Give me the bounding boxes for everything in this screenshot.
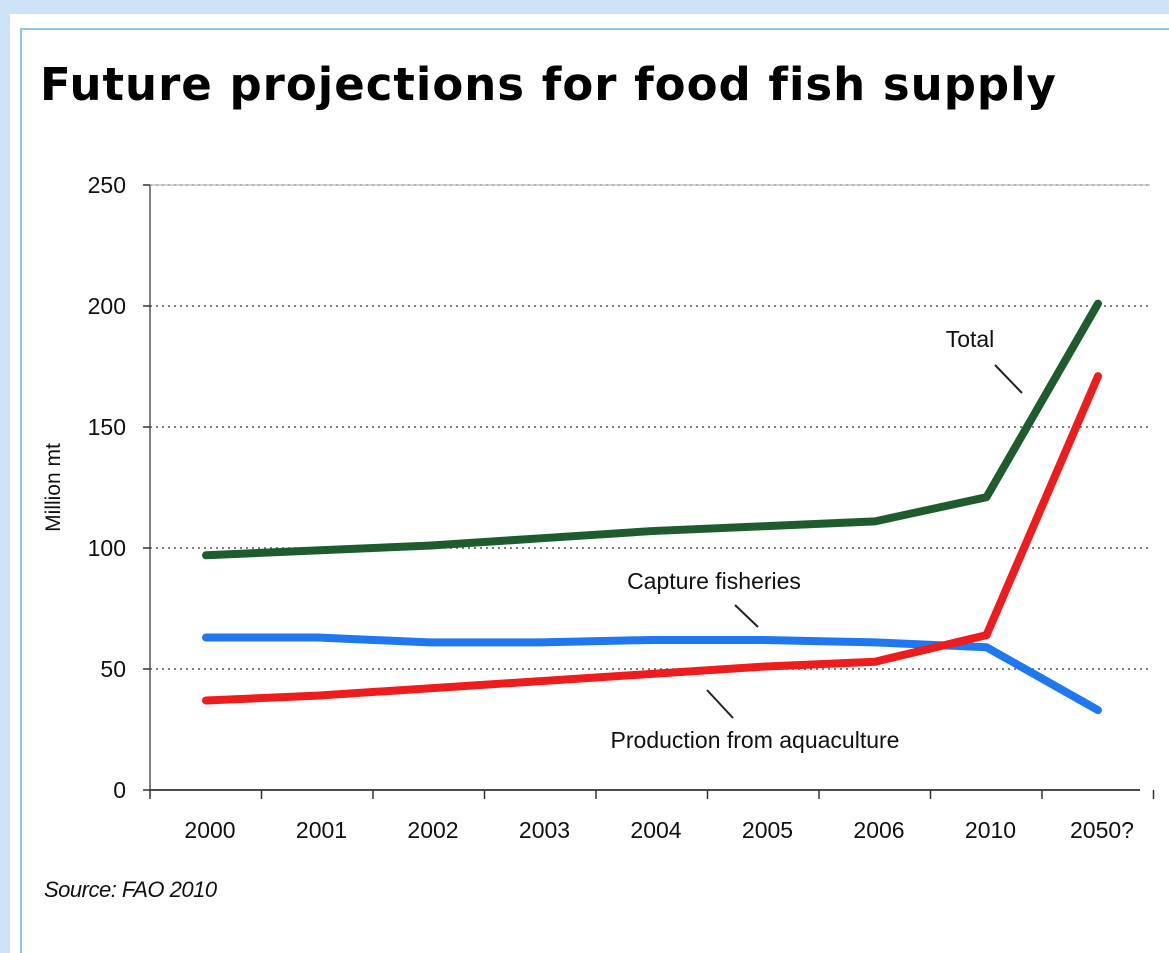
x-axis-ticks: 2000 2001 2002 2003 2004 2005 2006 2010 2050? bbox=[149, 790, 1155, 843]
x-tick-label: 2001 bbox=[296, 817, 347, 843]
y-tick-label: 200 bbox=[88, 293, 126, 319]
axes bbox=[149, 184, 1150, 791]
chart-title: Future projections for food fish supply bbox=[40, 58, 1057, 111]
x-tick-label: 2003 bbox=[519, 817, 570, 843]
y-tick-label: 100 bbox=[88, 535, 126, 561]
series-lines bbox=[202, 299, 1102, 715]
x-tick-label: 2000 bbox=[184, 817, 235, 843]
chart-frame-border bbox=[20, 28, 1169, 953]
x-tick-label: 2006 bbox=[853, 817, 904, 843]
source-note: Source: FAO 2010 bbox=[44, 877, 217, 902]
x-tick-label: 2004 bbox=[630, 817, 681, 843]
y-tick-label: 50 bbox=[100, 656, 126, 682]
x-tick-label: 2002 bbox=[407, 817, 458, 843]
series-line-production-from-aquaculture bbox=[202, 372, 1102, 705]
x-tick-label: 2005 bbox=[742, 817, 793, 843]
y-axis-ticks: 0 50 100 150 200 250 bbox=[88, 172, 150, 803]
x-tick-label: 2010 bbox=[965, 817, 1016, 843]
y-tick-label: 250 bbox=[88, 172, 126, 198]
series-line-total bbox=[202, 299, 1102, 560]
y-tick-label: 0 bbox=[113, 777, 126, 803]
leader-line bbox=[994, 364, 1023, 394]
series-label: Production from aquaculture bbox=[611, 727, 900, 753]
series-label: Capture fisheries bbox=[627, 568, 801, 594]
leader-line bbox=[706, 689, 734, 719]
y-tick-label: 150 bbox=[88, 414, 126, 440]
y-axis-title: Million mt bbox=[42, 443, 65, 532]
x-tick-label: 2050? bbox=[1070, 817, 1134, 843]
leader-line bbox=[734, 604, 759, 628]
series-label: Total bbox=[946, 326, 995, 352]
series-annotations: Total Capture fisheries Production from aq… bbox=[611, 326, 1023, 753]
